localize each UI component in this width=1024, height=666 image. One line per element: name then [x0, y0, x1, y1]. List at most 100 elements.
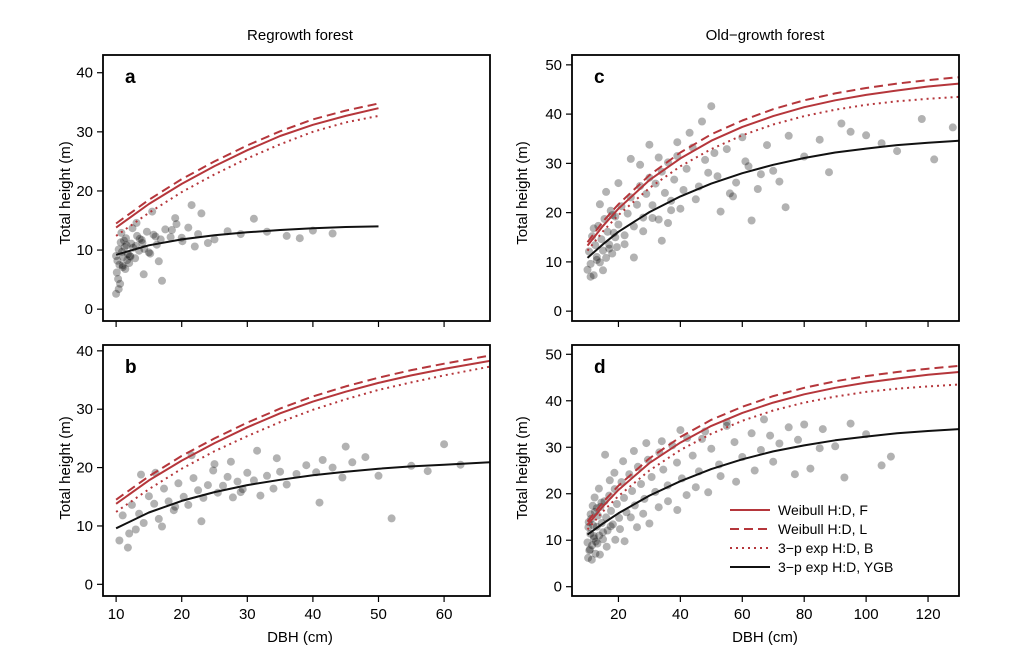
- data-point: [586, 259, 595, 268]
- data-point: [131, 525, 140, 534]
- scatter-points: [112, 201, 337, 298]
- data-point: [862, 131, 871, 140]
- data-point: [654, 215, 663, 224]
- data-point: [158, 276, 166, 285]
- data-point: [149, 230, 158, 239]
- data-point: [243, 468, 252, 477]
- data-point: [588, 541, 597, 550]
- data-point: [614, 220, 623, 229]
- data-point: [583, 538, 592, 547]
- data-point: [620, 240, 629, 249]
- legend: Weibull H:D, F Weibull H:D, L 3−p exp H:D,…: [730, 502, 893, 575]
- data-point: [756, 170, 765, 179]
- data-point: [633, 462, 642, 471]
- data-point: [589, 521, 598, 530]
- data-point: [917, 115, 926, 123]
- data-point: [654, 153, 663, 162]
- y-axis-title-b: Total height (m): [57, 416, 74, 519]
- data-point: [729, 192, 737, 201]
- curve-3-p-exp-h-d-b: [115, 365, 490, 513]
- data-point: [599, 535, 607, 544]
- curve-weibull-h-d-l: [586, 364, 959, 523]
- data-point: [166, 233, 175, 242]
- data-point: [139, 519, 148, 527]
- y-tick-label: 40: [76, 343, 93, 360]
- data-point: [636, 160, 645, 169]
- data-point: [589, 271, 598, 280]
- data-point: [151, 232, 160, 241]
- x-tick-label: 60: [436, 606, 453, 623]
- data-point: [154, 257, 163, 266]
- data-point: [673, 138, 682, 147]
- data-point: [657, 236, 666, 245]
- data-point: [651, 179, 660, 188]
- data-point: [710, 149, 719, 157]
- data-point: [187, 201, 196, 210]
- data-point: [190, 242, 199, 251]
- data-point: [716, 472, 725, 481]
- data-point: [619, 457, 628, 466]
- data-point: [800, 420, 809, 429]
- data-point: [164, 497, 173, 506]
- data-point: [629, 253, 638, 262]
- data-point: [756, 446, 765, 454]
- data-point: [648, 214, 657, 222]
- data-point: [732, 477, 741, 486]
- data-point: [587, 555, 596, 564]
- data-point: [886, 452, 895, 461]
- y-tick-label: 20: [76, 460, 93, 477]
- data-point: [698, 117, 706, 126]
- data-point: [707, 102, 716, 111]
- data-point: [591, 549, 600, 558]
- data-point: [112, 268, 121, 277]
- y-tick-label: 30: [76, 124, 93, 141]
- data-point: [585, 546, 594, 555]
- data-point: [679, 186, 688, 194]
- data-point: [846, 419, 855, 428]
- data-point: [122, 234, 130, 243]
- data-point: [135, 234, 144, 243]
- y-tick-label: 20: [545, 205, 562, 222]
- data-point: [114, 275, 123, 283]
- data-point: [189, 474, 198, 483]
- data-point: [595, 200, 604, 209]
- scatter-points: [583, 102, 957, 281]
- x-tick-label: 30: [239, 606, 256, 623]
- data-point: [647, 473, 656, 481]
- data-point: [171, 214, 180, 223]
- data-point: [387, 514, 396, 523]
- data-point: [607, 506, 615, 515]
- curve-weibull-h-d-l: [115, 102, 379, 225]
- data-point: [589, 532, 598, 540]
- plot-frame: [571, 54, 960, 322]
- data-point: [592, 255, 601, 264]
- data-point: [763, 141, 771, 150]
- data-point: [611, 535, 620, 544]
- data-point: [591, 241, 600, 250]
- y-axis-title-d: Total height (m): [514, 416, 531, 519]
- data-point: [263, 471, 271, 480]
- data-point: [633, 200, 641, 209]
- data-point: [620, 231, 629, 240]
- data-point: [249, 476, 258, 485]
- data-point: [616, 525, 624, 534]
- panel-d: 0 10 20 30 40 50 20 40 60 80 100 120 d: [545, 344, 960, 623]
- legend-item-weibull-h-d-l: Weibull H:D, L: [730, 521, 867, 537]
- legend-item-3-p-exp-h-d-ygb: 3−p exp H:D, YGB: [730, 559, 893, 575]
- data-point: [210, 235, 219, 244]
- data-point: [236, 488, 245, 497]
- data-point: [676, 426, 685, 435]
- data-point: [657, 437, 666, 446]
- data-point: [825, 168, 833, 177]
- data-point: [648, 201, 657, 210]
- data-point: [775, 177, 784, 186]
- data-point: [315, 498, 324, 507]
- data-point: [127, 500, 136, 509]
- data-point: [116, 279, 125, 288]
- data-point: [620, 537, 629, 546]
- data-point: [341, 442, 350, 451]
- x-tick-label: 20: [610, 606, 627, 623]
- data-point: [593, 539, 602, 548]
- data-point: [750, 466, 759, 475]
